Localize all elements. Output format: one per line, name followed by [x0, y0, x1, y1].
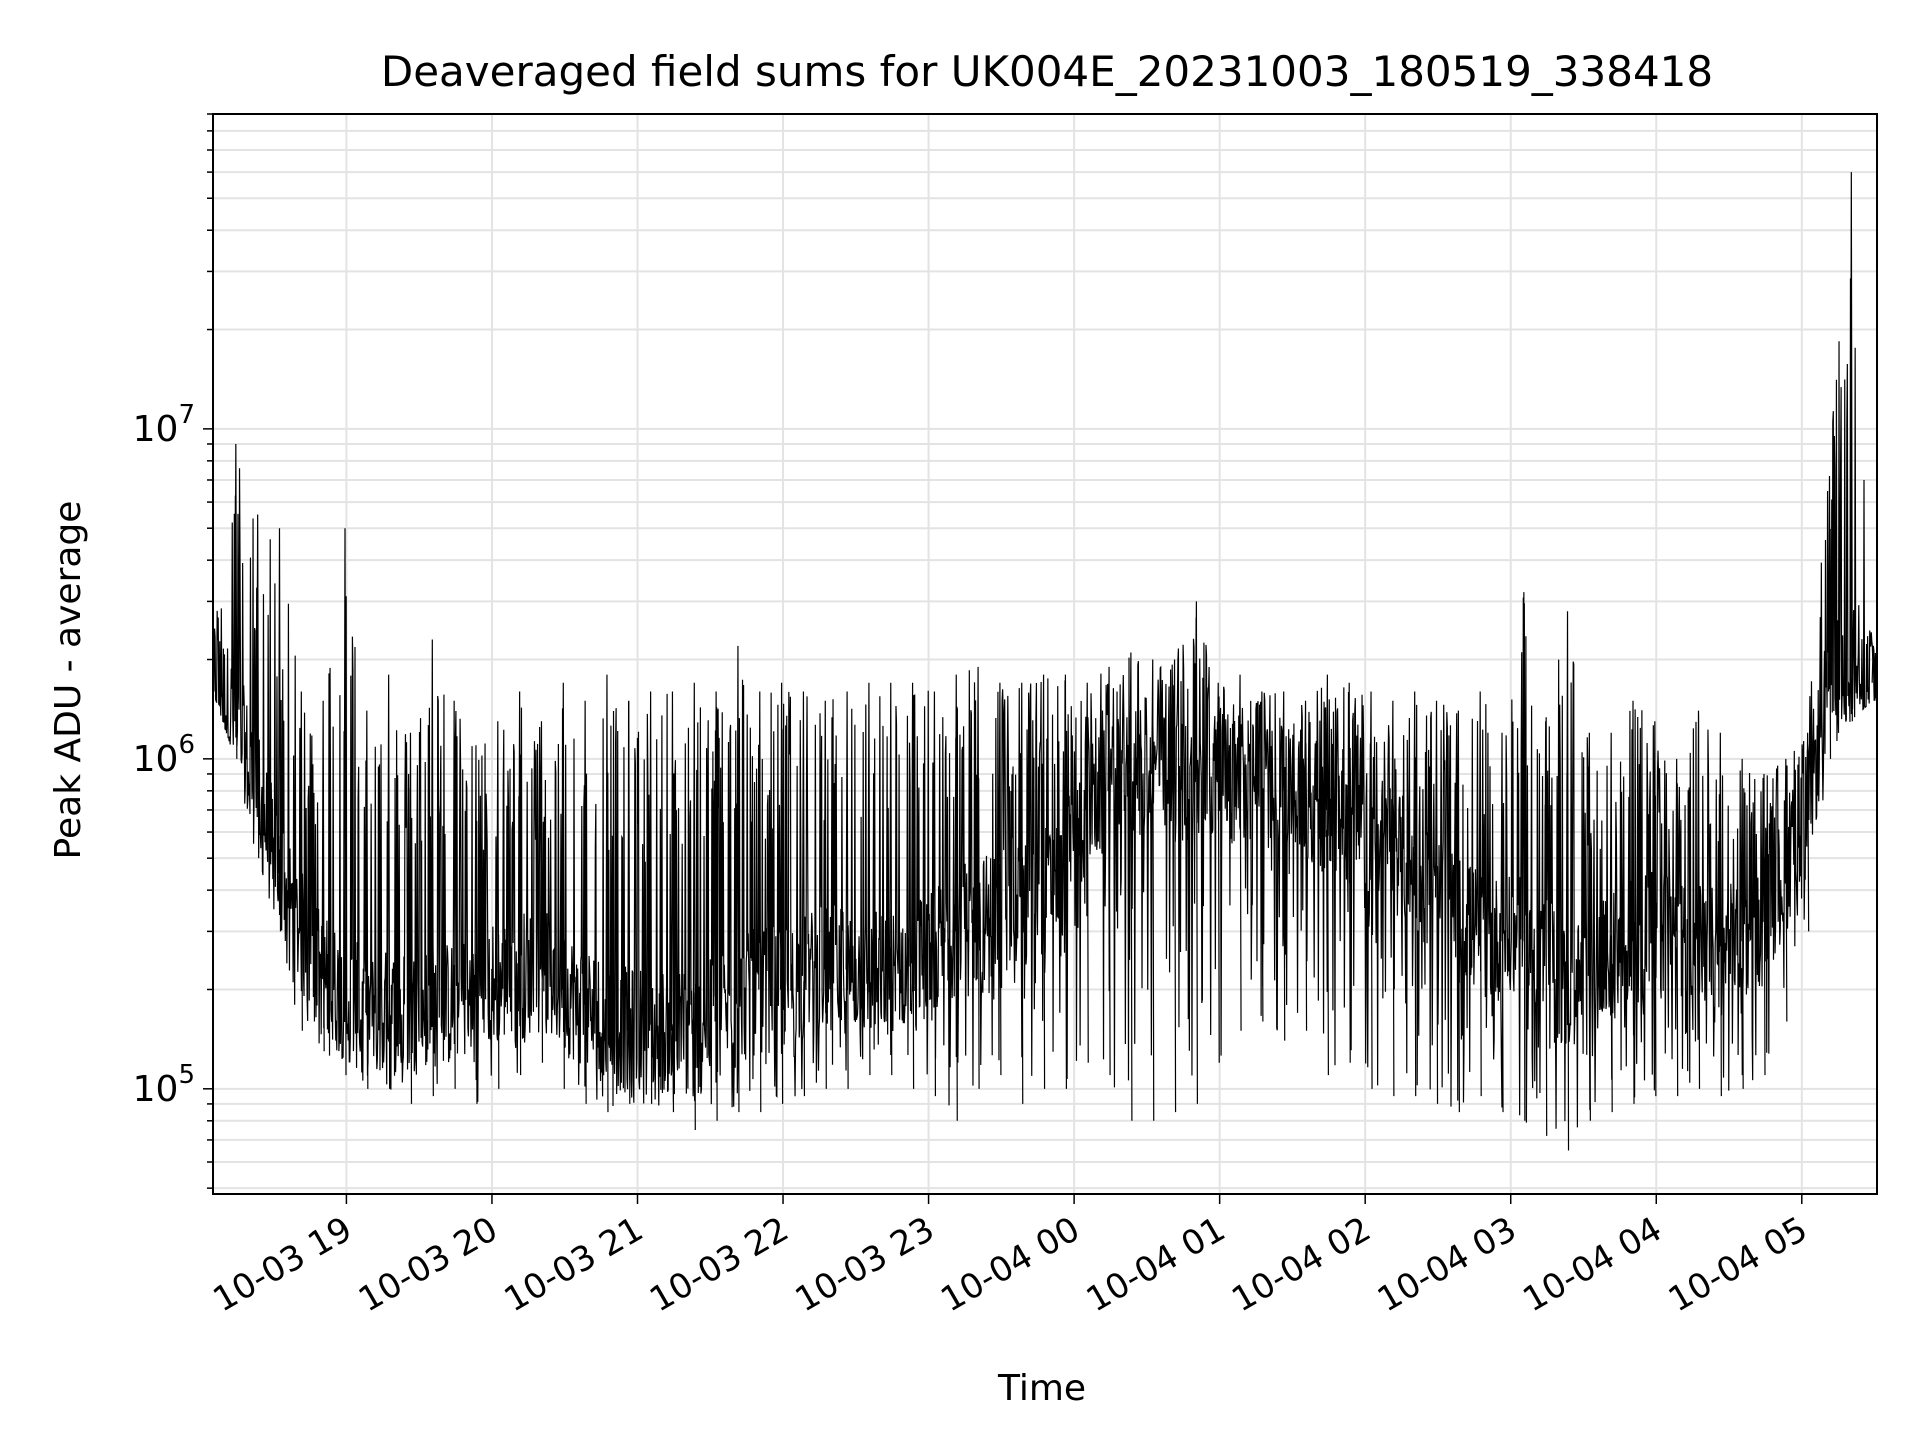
y-tick-label: 106 [133, 730, 195, 780]
x-tick-label: 10-04 00 [934, 1209, 1086, 1320]
x-tick-label: 10-03 22 [643, 1209, 795, 1320]
data-series [212, 172, 1878, 1151]
x-tick-label: 10-04 05 [1662, 1209, 1814, 1320]
y-tick-label: 107 [133, 400, 195, 450]
series-line [212, 172, 1878, 1151]
chart-title: Deaveraged field sums for UK004E_2023100… [381, 47, 1713, 96]
x-tick-label: 10-03 19 [207, 1209, 359, 1320]
x-tick-label: 10-04 03 [1371, 1209, 1523, 1320]
x-tick-label: 10-04 01 [1080, 1209, 1232, 1320]
x-axis-label: Time [997, 1368, 1086, 1409]
y-axis-label: Peak ADU - average [48, 501, 89, 860]
plot-frame [212, 113, 1878, 1195]
x-tick-label: 10-03 23 [789, 1209, 941, 1320]
x-tick-label: 10-04 02 [1225, 1209, 1377, 1320]
y-tick-label: 105 [133, 1060, 195, 1110]
x-tick-label: 10-04 04 [1516, 1209, 1668, 1320]
x-tick-label: 10-03 20 [352, 1209, 504, 1320]
x-tick-label: 10-03 21 [498, 1209, 650, 1320]
